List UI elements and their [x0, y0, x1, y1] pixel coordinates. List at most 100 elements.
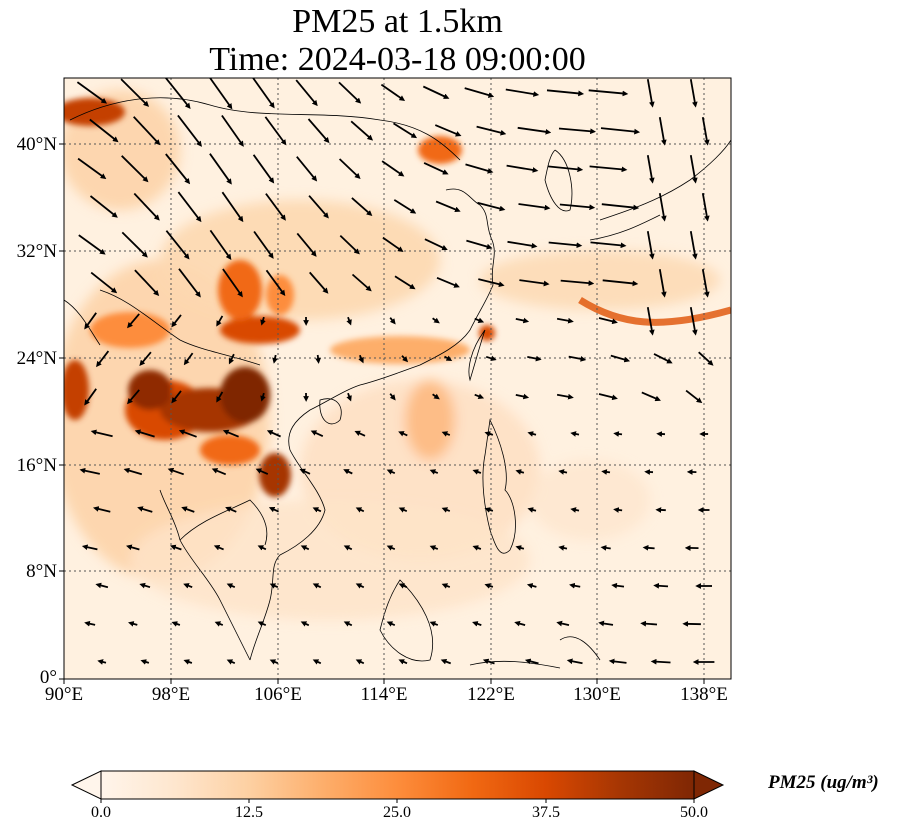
- wind-arrow: [209, 153, 232, 185]
- wind-arrow: [126, 544, 140, 551]
- wind-arrow: [608, 658, 627, 665]
- wind-arrow: [300, 621, 310, 627]
- map-title-line2: Time: 2024-03-18 09:00:00: [209, 41, 586, 78]
- wind-arrow: [600, 127, 641, 135]
- wind-arrow: [556, 317, 574, 324]
- wind-arrow: [602, 279, 639, 287]
- wind-arrow: [253, 230, 274, 259]
- lat-label-32N: 32°N: [16, 241, 57, 262]
- wind-arrow: [689, 307, 698, 336]
- colorbar-tick-3: 37.5: [532, 804, 560, 821]
- colorbar-tick-2: 25.0: [383, 804, 411, 821]
- wind-arrow: [464, 87, 495, 98]
- wind-arrow: [265, 269, 286, 297]
- wind-arrow: [393, 199, 417, 214]
- wind-arrow: [133, 116, 161, 146]
- wind-arrow: [484, 583, 494, 589]
- wind-arrow: [429, 621, 439, 627]
- wind-arrow: [441, 507, 451, 513]
- wind-arrow: [646, 307, 655, 336]
- wind-arrow: [308, 195, 329, 219]
- wind-arrow: [350, 120, 374, 141]
- wind-arrow: [646, 79, 655, 108]
- wind-arrow: [343, 621, 353, 627]
- wind-arrow: [589, 165, 628, 173]
- wind-arrow: [90, 429, 113, 438]
- wind-arrow: [472, 469, 482, 475]
- wind-arrow: [598, 317, 618, 325]
- wind-arrow: [526, 583, 537, 589]
- wind-arrow: [346, 316, 352, 326]
- wind-arrow: [444, 355, 453, 361]
- wind-arrow: [601, 203, 640, 211]
- wind-arrow: [226, 659, 236, 665]
- wind-arrow: [312, 583, 322, 589]
- colorbar-max-extend: [693, 770, 725, 800]
- lon-label-106E: 106°E: [254, 684, 302, 705]
- wind-arrow: [429, 545, 439, 551]
- wind-arrow: [398, 431, 408, 437]
- wind-arrow: [698, 351, 714, 366]
- wind-arrow: [689, 155, 698, 184]
- wind-arrow: [209, 78, 233, 110]
- wind-arrow: [309, 271, 329, 294]
- wind-arrow: [432, 393, 440, 400]
- wind-arrow: [127, 313, 140, 329]
- colorbar: [70, 770, 725, 803]
- wind-arrow: [214, 621, 224, 627]
- wind-arrow: [164, 78, 191, 109]
- wind-arrow: [514, 620, 526, 627]
- wind-arrow: [570, 431, 580, 437]
- colorbar-tick-1: 12.5: [235, 804, 263, 821]
- wind-arrow: [701, 117, 710, 146]
- wind-arrow: [650, 658, 671, 665]
- wind-arrow: [300, 545, 310, 551]
- wind-arrow: [269, 659, 279, 665]
- wind-arrow: [559, 203, 596, 211]
- wind-arrow: [354, 430, 366, 437]
- wind-arrow: [389, 317, 396, 325]
- wind-arrow: [84, 312, 97, 330]
- axis-ticks: [59, 143, 705, 684]
- wind-arrow: [611, 582, 625, 589]
- wind-arrow: [137, 506, 153, 513]
- wind-arrow: [221, 191, 244, 223]
- wind-arrow: [429, 469, 439, 475]
- wind-arrow: [269, 583, 279, 589]
- wind-arrow: [343, 545, 353, 551]
- wind-arrow: [96, 350, 110, 368]
- lat-label-24N: 24°N: [16, 348, 57, 369]
- wind-arrow: [515, 469, 525, 475]
- wind-arrow: [260, 392, 266, 402]
- wind-arrow: [641, 391, 661, 402]
- wind-arrow: [296, 156, 318, 182]
- wind-arrow: [601, 469, 611, 475]
- wind-arrow: [465, 163, 494, 174]
- wind-arrow: [89, 118, 119, 143]
- wind-arrow: [527, 355, 542, 362]
- wind-arrow: [268, 506, 279, 513]
- wind-arrow: [610, 354, 631, 363]
- lon-label-138E: 138°E: [680, 684, 728, 705]
- wind-arrow: [255, 468, 269, 475]
- wind-arrow: [386, 621, 396, 627]
- wind-arrow: [165, 153, 191, 185]
- wind-arrow: [598, 393, 618, 401]
- wind-arrow: [424, 238, 448, 251]
- wind-arrow: [517, 126, 552, 135]
- wind-arrow: [79, 467, 100, 475]
- wind-arrow: [547, 165, 584, 173]
- wind-arrow: [312, 507, 322, 513]
- wind-arrow: [658, 117, 667, 146]
- wind-arrow: [689, 231, 698, 260]
- wind-arrow: [568, 355, 587, 362]
- wind-arrow: [701, 193, 710, 222]
- wind-arrow: [169, 544, 182, 551]
- lat-label-0: 0°: [39, 667, 57, 688]
- wind-arrow: [613, 507, 623, 513]
- wind-arrow: [216, 391, 224, 403]
- wind-arrow: [90, 271, 118, 294]
- lon-label-122E: 122°E: [467, 684, 515, 705]
- wind-arrow: [478, 278, 505, 288]
- wind-arrow: [515, 545, 525, 551]
